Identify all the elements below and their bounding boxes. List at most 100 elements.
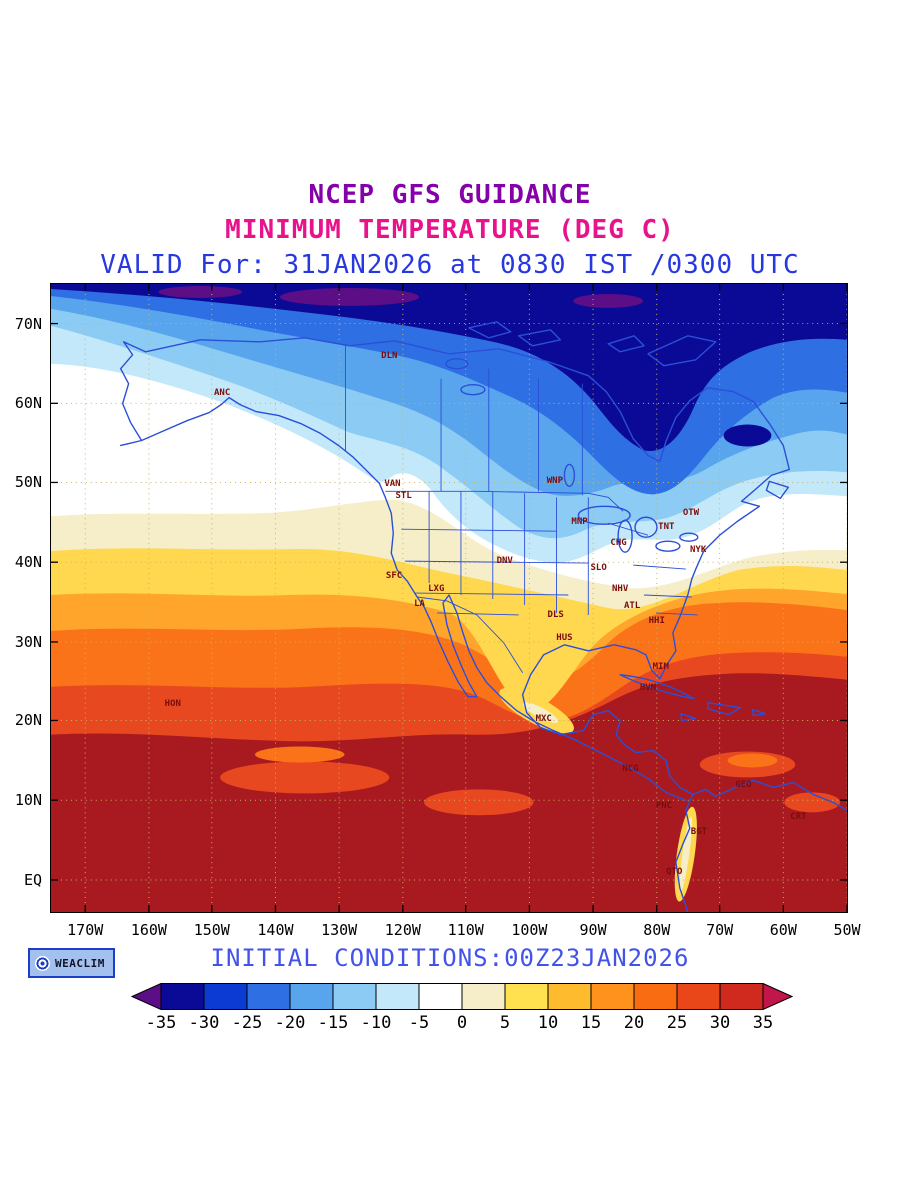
lat-label-30n: 30N [14, 632, 42, 651]
coldest-patches [158, 285, 772, 447]
lon-label-80w: 80W [643, 921, 671, 939]
colorbar-arrow-left [131, 983, 162, 1010]
lon-label-150w: 150W [193, 921, 230, 939]
lon-label-90w: 90W [579, 921, 607, 939]
colorbar-segment-0 [160, 983, 205, 1010]
city-label-bgt: BGT [690, 827, 708, 838]
city-label-anc: ANC [213, 387, 231, 398]
city-label-crt: CRT [790, 812, 807, 823]
lon-label-130w: 130W [321, 921, 358, 939]
colorbar-tick--15: -15 [317, 1013, 349, 1033]
colorbar-segment-6 [418, 983, 463, 1010]
colorbar-segment-5 [375, 983, 420, 1010]
city-label-hus: HUS [556, 632, 573, 643]
title-variable: MINIMUM TEMPERATURE (DEG C) [225, 215, 675, 245]
city-label-la: LA [414, 599, 425, 610]
city-label-lxg: LXG [428, 584, 445, 595]
city-label-nyk: NYK [690, 545, 707, 556]
city-label-dln: DLN [381, 350, 398, 361]
city-label-hon: HON [164, 698, 181, 709]
city-label-mnp: MNP [571, 517, 588, 527]
weaclim-logo-text: WEACLIM [55, 956, 105, 970]
colorbar-tick-25: 25 [666, 1013, 688, 1033]
city-label-hhi: HHI [648, 616, 665, 627]
city-label-atl: ATL [623, 601, 641, 612]
city-label-stl: STL [395, 491, 412, 502]
colorbar-segment-10 [590, 983, 635, 1010]
colorbar-segment-1 [203, 983, 248, 1010]
colorbar-segment-11 [633, 983, 678, 1010]
colorbar-tick-5: 5 [499, 1013, 511, 1033]
colorbar-tick--5: -5 [408, 1013, 430, 1033]
colorbar-tick--20: -20 [274, 1013, 306, 1033]
weaclim-logo: WEACLIM [28, 948, 115, 978]
city-label-dls: DLS [547, 609, 564, 620]
colorbar-segment-7 [461, 983, 506, 1010]
lon-label-60w: 60W [769, 921, 797, 939]
lon-label-50w: 50W [833, 921, 861, 939]
lat-label-50n: 50N [14, 473, 42, 492]
axis-ticks [51, 284, 847, 912]
lon-label-140w: 140W [257, 921, 294, 939]
colorbar-tick--30: -30 [188, 1013, 220, 1033]
city-label-van: VAN [384, 479, 401, 490]
city-label-dnv: DNV [496, 555, 513, 566]
city-label-mim: MIM [652, 662, 669, 673]
colorbar-tick-35: 35 [752, 1013, 774, 1033]
city-label-nhv: NHV [611, 584, 629, 595]
lat-label-40n: 40N [14, 553, 42, 572]
lat-label-60n: 60N [14, 394, 42, 413]
city-label-mxc: MXC [535, 713, 552, 724]
colorbar-segment-8 [504, 983, 549, 1010]
lon-label-110w: 110W [447, 921, 484, 939]
warm-detail-patches [220, 687, 841, 902]
map-area: 70N 60N 50N 40N 30N 20N 10N EQ 170W 160W 150W 140W 1… [15, 283, 861, 939]
colorbar-tick-10: 10 [537, 1013, 559, 1033]
state-borders [345, 343, 698, 674]
city-label-slo: SLO [590, 562, 607, 573]
title-block: NCEP GFS GUIDANCE MINIMUM TEMPERATURE (D… [0, 178, 900, 283]
title-model: NCEP GFS GUIDANCE [308, 180, 592, 210]
temperature-field-map [51, 284, 847, 912]
lon-label-160w: 160W [130, 921, 167, 939]
initial-conditions-text: INITIAL CONDITIONS:00Z23JAN2026 [210, 944, 690, 972]
colorbar-arrow-right [762, 983, 793, 1010]
city-label-tnt: TNT [658, 522, 675, 533]
colorbar-segment-12 [676, 983, 721, 1010]
colorbar-scale [131, 983, 793, 1010]
colorbar-tick--25: -25 [231, 1013, 263, 1033]
colorbar-tick--10: -10 [360, 1013, 392, 1033]
colorbar-segment-4 [332, 983, 377, 1010]
city-label-geo: GEO [735, 780, 752, 791]
city-label-ncg: NCG [622, 764, 639, 775]
city-label-wnp: WNP [546, 476, 563, 487]
lat-label-10n: 10N [14, 791, 42, 810]
title-valid-time: VALID For: 31JAN2026 at 0830 IST /0300 U… [100, 250, 800, 280]
lon-label-170w: 170W [67, 921, 104, 939]
colorbar-tick--35: -35 [145, 1013, 177, 1033]
colorbar-segment-13 [719, 983, 764, 1010]
colorbar-segment-9 [547, 983, 592, 1010]
lat-label-eq: EQ [23, 870, 42, 889]
colorbar-tick-15: 15 [580, 1013, 602, 1033]
city-label-pnc: PNC [655, 801, 673, 812]
lat-label-20n: 20N [14, 711, 42, 730]
lon-label-100w: 100W [511, 921, 548, 939]
weaclim-logo-icon [35, 955, 50, 971]
coastlines [119, 321, 847, 912]
lon-label-120w: 120W [384, 921, 421, 939]
colorbar-tick-30: 30 [709, 1013, 731, 1033]
colorbar-tick-0: 0 [456, 1013, 468, 1033]
city-label-qto: QTO [666, 867, 683, 878]
lon-label-70w: 70W [706, 921, 734, 939]
colorbar-segment-2 [246, 983, 291, 1010]
colorbar-labels: -35 -30 -25 -20 -15 -10 -5 0 5 10 15 20 25 30 35 [131, 1013, 793, 1037]
colorbar-tick-20: 20 [623, 1013, 645, 1033]
temperature-colorbar: -35 -30 -25 -20 -15 -10 -5 0 5 10 15 20 25 30 35 [131, 983, 793, 1043]
lat-label-70n: 70N [14, 314, 42, 333]
city-label-sfc: SFC [385, 571, 403, 582]
city-label-otw: OTW [682, 508, 700, 519]
city-label-chg: CHG [610, 538, 627, 549]
colorbar-segment-3 [289, 983, 334, 1010]
